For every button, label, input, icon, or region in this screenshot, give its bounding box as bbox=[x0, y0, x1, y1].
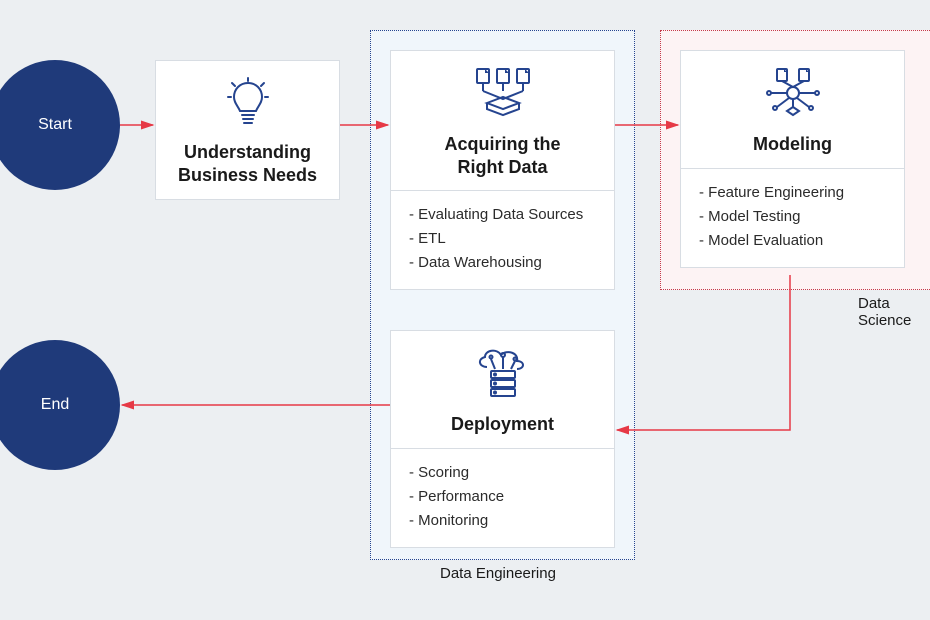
start-label: Start bbox=[38, 116, 72, 134]
understand-box: UnderstandingBusiness Needs bbox=[155, 60, 340, 200]
modeling-title: Modeling bbox=[737, 119, 848, 168]
modeling-icon bbox=[763, 51, 823, 119]
acquire-sub: Evaluating Data Sources ETL Data Warehou… bbox=[391, 190, 614, 289]
data-sources-icon bbox=[471, 51, 535, 119]
end-label: End bbox=[41, 396, 69, 414]
acquire-title: Acquiring theRight Data bbox=[429, 119, 577, 190]
modeling-box: Modeling Feature Engineering Model Testi… bbox=[680, 50, 905, 268]
deploy-sub: Scoring Performance Monitoring bbox=[391, 448, 614, 547]
acquire-box: Acquiring theRight Data Evaluating Data … bbox=[390, 50, 615, 290]
deploy-title: Deployment bbox=[435, 399, 570, 448]
lightbulb-icon bbox=[226, 61, 270, 127]
deployment-icon bbox=[473, 331, 533, 399]
deploy-box: Deployment Scoring Performance Monitorin… bbox=[390, 330, 615, 548]
modeling-sub: Feature Engineering Model Testing Model … bbox=[681, 168, 904, 267]
understand-title: UnderstandingBusiness Needs bbox=[162, 127, 333, 198]
